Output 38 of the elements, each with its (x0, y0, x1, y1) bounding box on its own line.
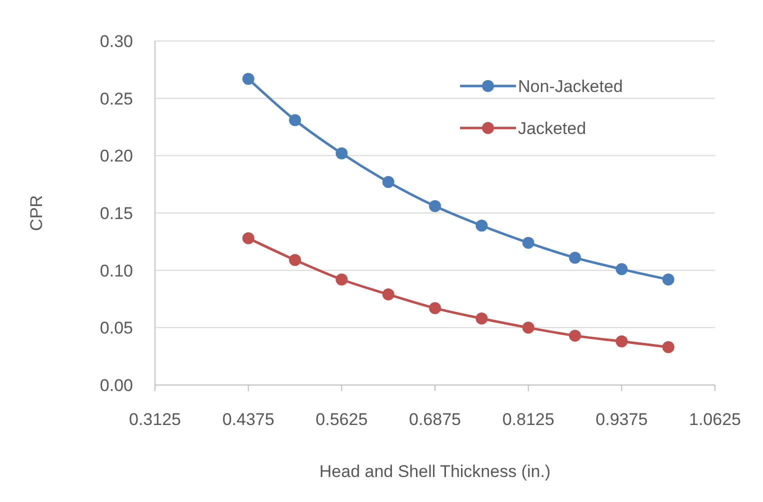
y-tick-label: 0.30 (100, 32, 133, 51)
point (616, 335, 628, 348)
x-tick-label: 0.6875 (409, 410, 461, 429)
point (662, 274, 674, 286)
point (289, 114, 301, 126)
y-tick-label: 0.00 (100, 376, 133, 395)
legend-label: Non-Jacketed (518, 76, 623, 96)
point (569, 330, 581, 342)
point (336, 147, 348, 160)
point (429, 302, 441, 314)
x-tick-label: 0.9375 (596, 410, 648, 429)
x-axis-title: Head and Shell Thickness (in.) (319, 462, 551, 481)
x-tick-label: 1.0625 (689, 410, 741, 429)
x-tick-label: 0.3125 (129, 410, 181, 429)
point (336, 274, 348, 286)
point (522, 322, 534, 334)
point (662, 341, 674, 354)
x-tick-label: 0.8125 (502, 410, 554, 429)
point (476, 312, 488, 324)
legend-label: Jacketed (518, 118, 586, 138)
y-tick-label: 0.20 (100, 146, 133, 166)
point (242, 72, 254, 85)
point (382, 176, 394, 188)
y-axis-title: CPR (27, 195, 46, 231)
x-tick-label: 0.4375 (222, 410, 274, 429)
point (289, 254, 301, 266)
point (616, 263, 628, 276)
y-tick-label: 0.05 (100, 318, 133, 338)
y-tick-label: 0.10 (100, 261, 133, 280)
x-tick-label: 0.5625 (316, 410, 368, 429)
point (569, 252, 581, 264)
y-tick-label: 0.15 (100, 204, 133, 223)
point (242, 232, 254, 244)
point (476, 220, 488, 232)
y-tick-label: 0.25 (100, 89, 133, 108)
point (522, 236, 534, 249)
point (429, 200, 441, 212)
point (382, 288, 394, 300)
